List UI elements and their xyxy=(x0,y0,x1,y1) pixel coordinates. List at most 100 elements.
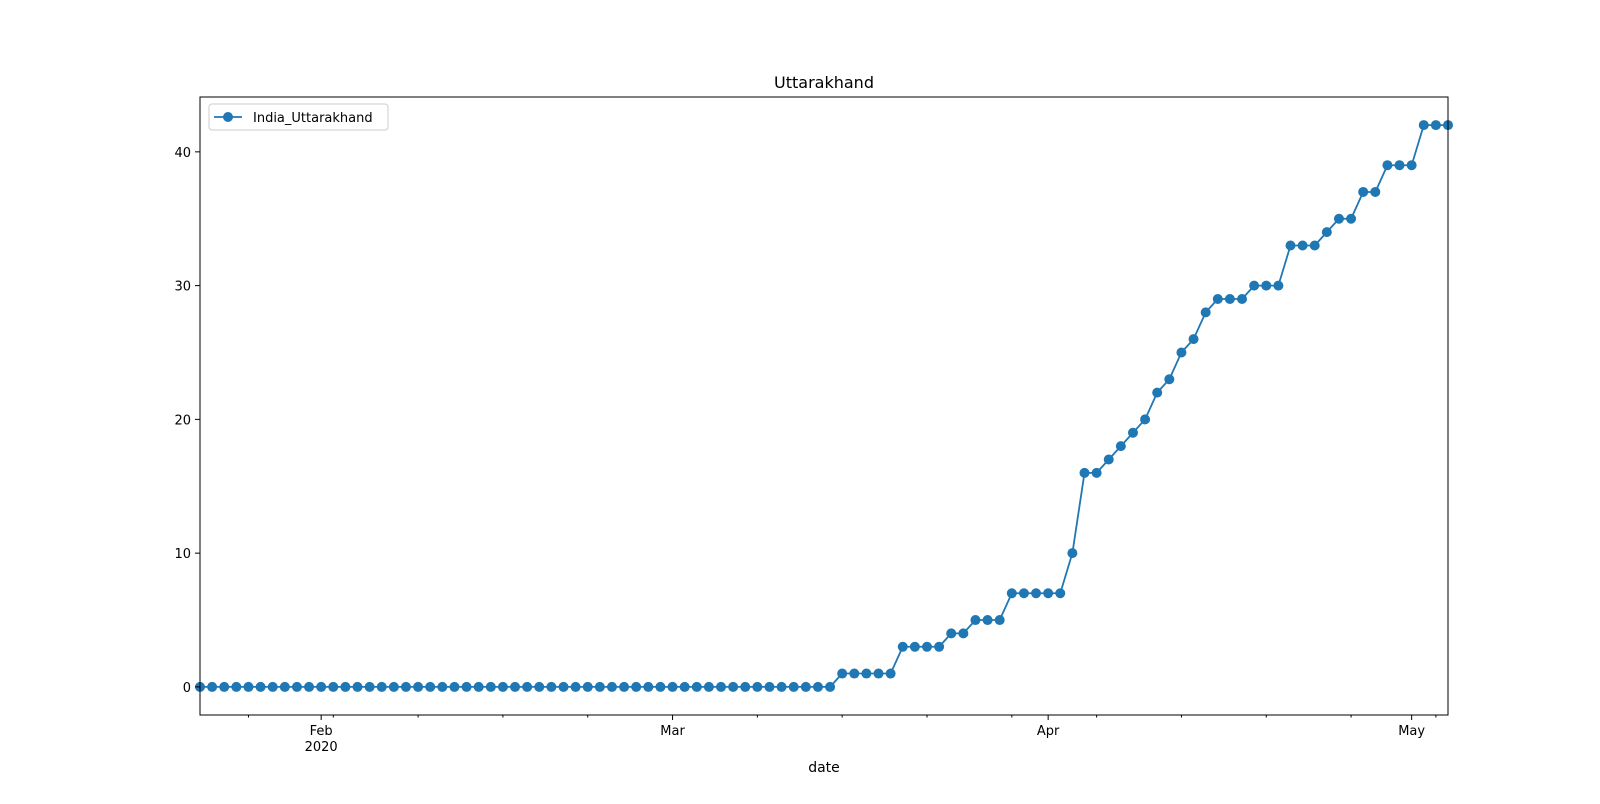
data-point xyxy=(231,681,242,692)
data-point xyxy=(1140,414,1151,425)
data-point xyxy=(1430,120,1441,131)
data-point xyxy=(413,681,424,692)
data-point xyxy=(740,681,751,692)
data-point xyxy=(1188,334,1199,345)
data-point xyxy=(1273,280,1284,291)
data-point xyxy=(1176,347,1187,358)
data-point xyxy=(1333,213,1344,224)
data-point xyxy=(1224,293,1235,304)
data-point xyxy=(1406,160,1417,171)
data-point xyxy=(667,681,678,692)
data-point xyxy=(1382,160,1393,171)
series-line xyxy=(200,124,1448,688)
data-point xyxy=(788,681,799,692)
legend-marker xyxy=(223,112,233,122)
data-point xyxy=(219,681,230,692)
data-point xyxy=(267,681,278,692)
x-tick-label: Apr xyxy=(1037,724,1060,739)
data-point xyxy=(849,668,860,679)
data-point xyxy=(1115,441,1126,452)
y-tick-label: 20 xyxy=(174,413,191,428)
data-point xyxy=(861,668,872,679)
data-point xyxy=(655,681,666,692)
x-tick-label: Mar xyxy=(660,724,685,739)
data-point xyxy=(1006,588,1017,599)
data-point xyxy=(352,681,363,692)
data-point xyxy=(703,681,714,692)
data-point xyxy=(279,681,290,692)
data-point xyxy=(728,681,739,692)
x-tick-label: Feb xyxy=(310,724,333,739)
data-point xyxy=(716,681,727,692)
data-point xyxy=(1237,293,1248,304)
data-point xyxy=(340,681,351,692)
data-point xyxy=(207,681,218,692)
data-point xyxy=(1212,293,1223,304)
legend: India_Uttarakhand xyxy=(208,103,389,131)
data-point xyxy=(437,681,448,692)
legend-box xyxy=(208,103,389,131)
y-tick-label: 30 xyxy=(174,280,191,295)
data-point xyxy=(679,681,690,692)
data-point xyxy=(885,668,896,679)
data-point xyxy=(510,681,521,692)
data-point xyxy=(1370,186,1381,197)
y-tick-label: 10 xyxy=(174,547,191,562)
data-point xyxy=(1031,588,1042,599)
data-point xyxy=(1018,588,1029,599)
data-point xyxy=(934,641,945,652)
data-point xyxy=(1321,227,1332,238)
data-point xyxy=(473,681,484,692)
data-point xyxy=(1127,427,1138,438)
data-point xyxy=(255,681,266,692)
data-point xyxy=(1285,240,1296,251)
data-point xyxy=(631,681,642,692)
data-point xyxy=(837,668,848,679)
data-point xyxy=(534,681,545,692)
data-point xyxy=(606,681,617,692)
x-axis-label: date xyxy=(808,760,840,776)
data-point xyxy=(1164,374,1175,385)
data-point xyxy=(958,628,969,639)
data-point xyxy=(594,681,605,692)
x-tick-sublabel: 2020 xyxy=(305,740,338,755)
data-point xyxy=(558,681,569,692)
plot-frame xyxy=(199,96,1449,716)
data-point xyxy=(1152,387,1163,398)
data-point xyxy=(825,681,836,692)
data-point xyxy=(1067,548,1078,559)
data-point xyxy=(873,668,884,679)
data-point xyxy=(970,615,981,626)
data-point xyxy=(897,641,908,652)
data-point xyxy=(1346,213,1357,224)
data-point xyxy=(388,681,399,692)
data-point xyxy=(1249,280,1260,291)
data-point xyxy=(909,641,920,652)
data-point xyxy=(1261,280,1272,291)
data-point xyxy=(1091,467,1102,478)
data-point xyxy=(497,681,508,692)
data-point xyxy=(1200,307,1211,318)
data-point xyxy=(364,681,375,692)
data-point xyxy=(316,681,327,692)
data-point xyxy=(1358,186,1369,197)
data-point xyxy=(582,681,593,692)
data-point xyxy=(1394,160,1405,171)
data-point xyxy=(619,681,630,692)
data-point xyxy=(752,681,763,692)
data-point xyxy=(764,681,775,692)
data-point xyxy=(982,615,993,626)
data-point xyxy=(522,681,533,692)
y-tick-label: 40 xyxy=(174,146,191,161)
data-point xyxy=(946,628,957,639)
data-point xyxy=(994,615,1005,626)
data-point xyxy=(400,681,411,692)
data-point xyxy=(304,681,315,692)
data-point xyxy=(812,681,823,692)
data-point xyxy=(921,641,932,652)
data-point xyxy=(1103,454,1114,465)
data-point xyxy=(449,681,460,692)
data-point xyxy=(1043,588,1054,599)
